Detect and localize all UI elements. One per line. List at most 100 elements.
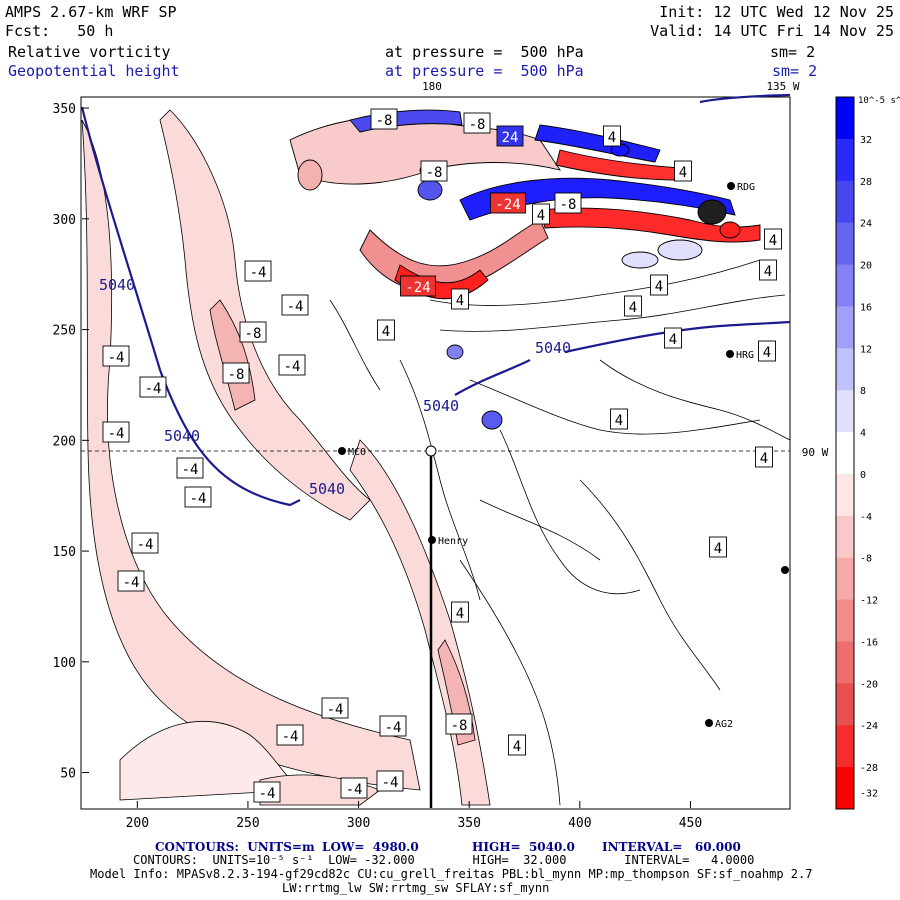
vorticity-label-text: 4 [769,233,777,249]
vorticity-label-text: 4 [608,130,616,146]
label-box [253,781,281,803]
height-contour-label: 5040 [535,339,571,357]
field1-smoothing: sm= 2 [770,43,816,61]
colorbar-label: 28 [860,177,872,188]
model-title: AMPS 2.67-km WRF SP [5,3,177,21]
vorticity-label-text: 4 [760,451,768,467]
vorticity-label-text: -4 [259,786,276,802]
vorticity-contour-label-box: -24 [490,192,526,214]
label-box [244,260,272,282]
y-tick-label: 300 [53,213,76,228]
footer-model-info: Model Info: MPASv8.2.3-194-gf29cd82c CU:… [90,867,813,881]
label-box [490,192,526,214]
label-box [463,112,491,134]
label-box [664,327,682,349]
vorticity-label-text: 4 [537,208,545,224]
label-box [281,294,309,316]
height-contour-label: 5040 [99,276,135,294]
vorticity-contour-label-box: -4 [281,294,309,316]
colorbar-swatch [836,180,854,224]
colorbar-swatch [836,432,854,475]
colorbar-label: 32 [860,135,872,146]
vorticity-label-text: -8 [451,718,468,734]
colorbar-swatch [836,641,854,684]
vorticity-label-text: 4 [615,413,623,429]
label-box [496,125,524,147]
colorbar-label: -28 [860,763,878,774]
lon-label-135w: 135 W [766,80,799,93]
label-box [340,777,368,799]
vorticity-contour-label-box: -4 [176,457,204,479]
colorbar-swatch [836,97,854,140]
field2-smoothing: sm= 2 [772,62,818,80]
vorticity-label-text: 4 [513,739,521,755]
pole-marker [425,445,437,457]
vorticity-contour-label-box: 4 [664,327,682,349]
vorticity-label-text: -8 [228,367,245,383]
colorbar-swatch [836,515,854,559]
vorticity-label-text: 4 [456,606,464,622]
colorbar-swatch [836,306,854,349]
vorticity-label-text: -4 [108,426,125,442]
colorbar-swatch [836,683,854,726]
vorticity-label-text: 4 [714,541,722,557]
vorticity-contour-label-box: 4 [603,125,621,147]
vorticity-label-text: 4 [763,345,771,361]
station-label: MCO [348,447,366,458]
x-tick-label: 350 [457,816,480,831]
colorbar-label: 12 [860,344,872,355]
vorticity-contour-label-box: -8 [222,362,250,384]
vorticity-label-text: -24 [495,197,520,213]
x-tick-label: 250 [236,816,259,831]
footer-height-contours: CONTOURS: UNITS=m [155,840,315,854]
vorticity-contour-label-box: -4 [184,486,212,508]
colorbar-swatch [836,473,854,517]
station-dot-icon [705,719,713,727]
vorticity-label-text: -4 [385,720,402,736]
label-box [278,354,306,376]
footer-radiation-info: LW:rrtmg_lw SW:rrtmg_sw SFLAY:sf_mynn [282,881,550,895]
vorticity-contour-label-box: -4 [278,354,306,376]
colorbar-label: 16 [860,302,872,313]
vorticity-contour-labels: -4 -4 -4 -4 -4 -4 -4 -4 -4 -4 -4 -4 -4 -4 -4 -4 -8 -8 -8 -8… [102,108,782,803]
label-box [508,734,526,756]
y-tick-label: 350 [53,102,76,117]
station-dot-icon [428,536,436,544]
label-box [139,376,167,398]
field1-name: Relative vorticity [8,43,171,61]
y-tick-label: 250 [53,324,76,339]
label-box [176,457,204,479]
y-tick-label: 200 [53,434,76,449]
vorticity-contour-label-box: 4 [764,228,782,250]
vorticity-label-text: -8 [469,117,486,133]
positive-vorticity-contours [329,259,791,806]
station-label: HRG [736,350,754,361]
vorticity-contour-label-box: -4 [253,781,281,803]
vorticity-label-text: 4 [382,324,390,340]
label-box [131,532,159,554]
colorbar: 10^-5 s^-1 32 28 24 20 16 12 8 4 0 -4 -8 -12 -16 -20 -2… [835,96,900,810]
station-henry: Henry [428,536,468,547]
station-label: RDG [737,182,755,193]
colorbar-swatch [836,767,854,810]
vorticity-label-text: -4 [182,462,199,478]
vorticity-label-text: -8 [376,113,393,129]
vorticity-contour-label-box: -8 [463,112,491,134]
station-label: Henry [438,536,468,547]
vorticity-label-text: -4 [382,775,399,791]
vorticity-contour-label-box: 4 [508,734,526,756]
vorticity-label-text: -4 [287,299,304,315]
x-tick-label: 300 [347,816,370,831]
label-box [650,274,668,296]
height-contour-label: 5040 [309,480,345,498]
vorticity-contour-label-box: 4 [758,340,776,362]
vorticity-label-text: -4 [145,381,162,397]
vorticity-label-text: 24 [502,130,519,146]
vorticity-contour-label-box: -4 [379,715,407,737]
vorticity-contour-label-box: 4 [377,319,395,341]
vorticity-label-text: -4 [327,702,344,718]
footer-height-interval: INTERVAL= 60.000 [602,840,741,854]
x-tick-label: 450 [679,816,702,831]
height-contour-label: 5040 [164,427,200,445]
